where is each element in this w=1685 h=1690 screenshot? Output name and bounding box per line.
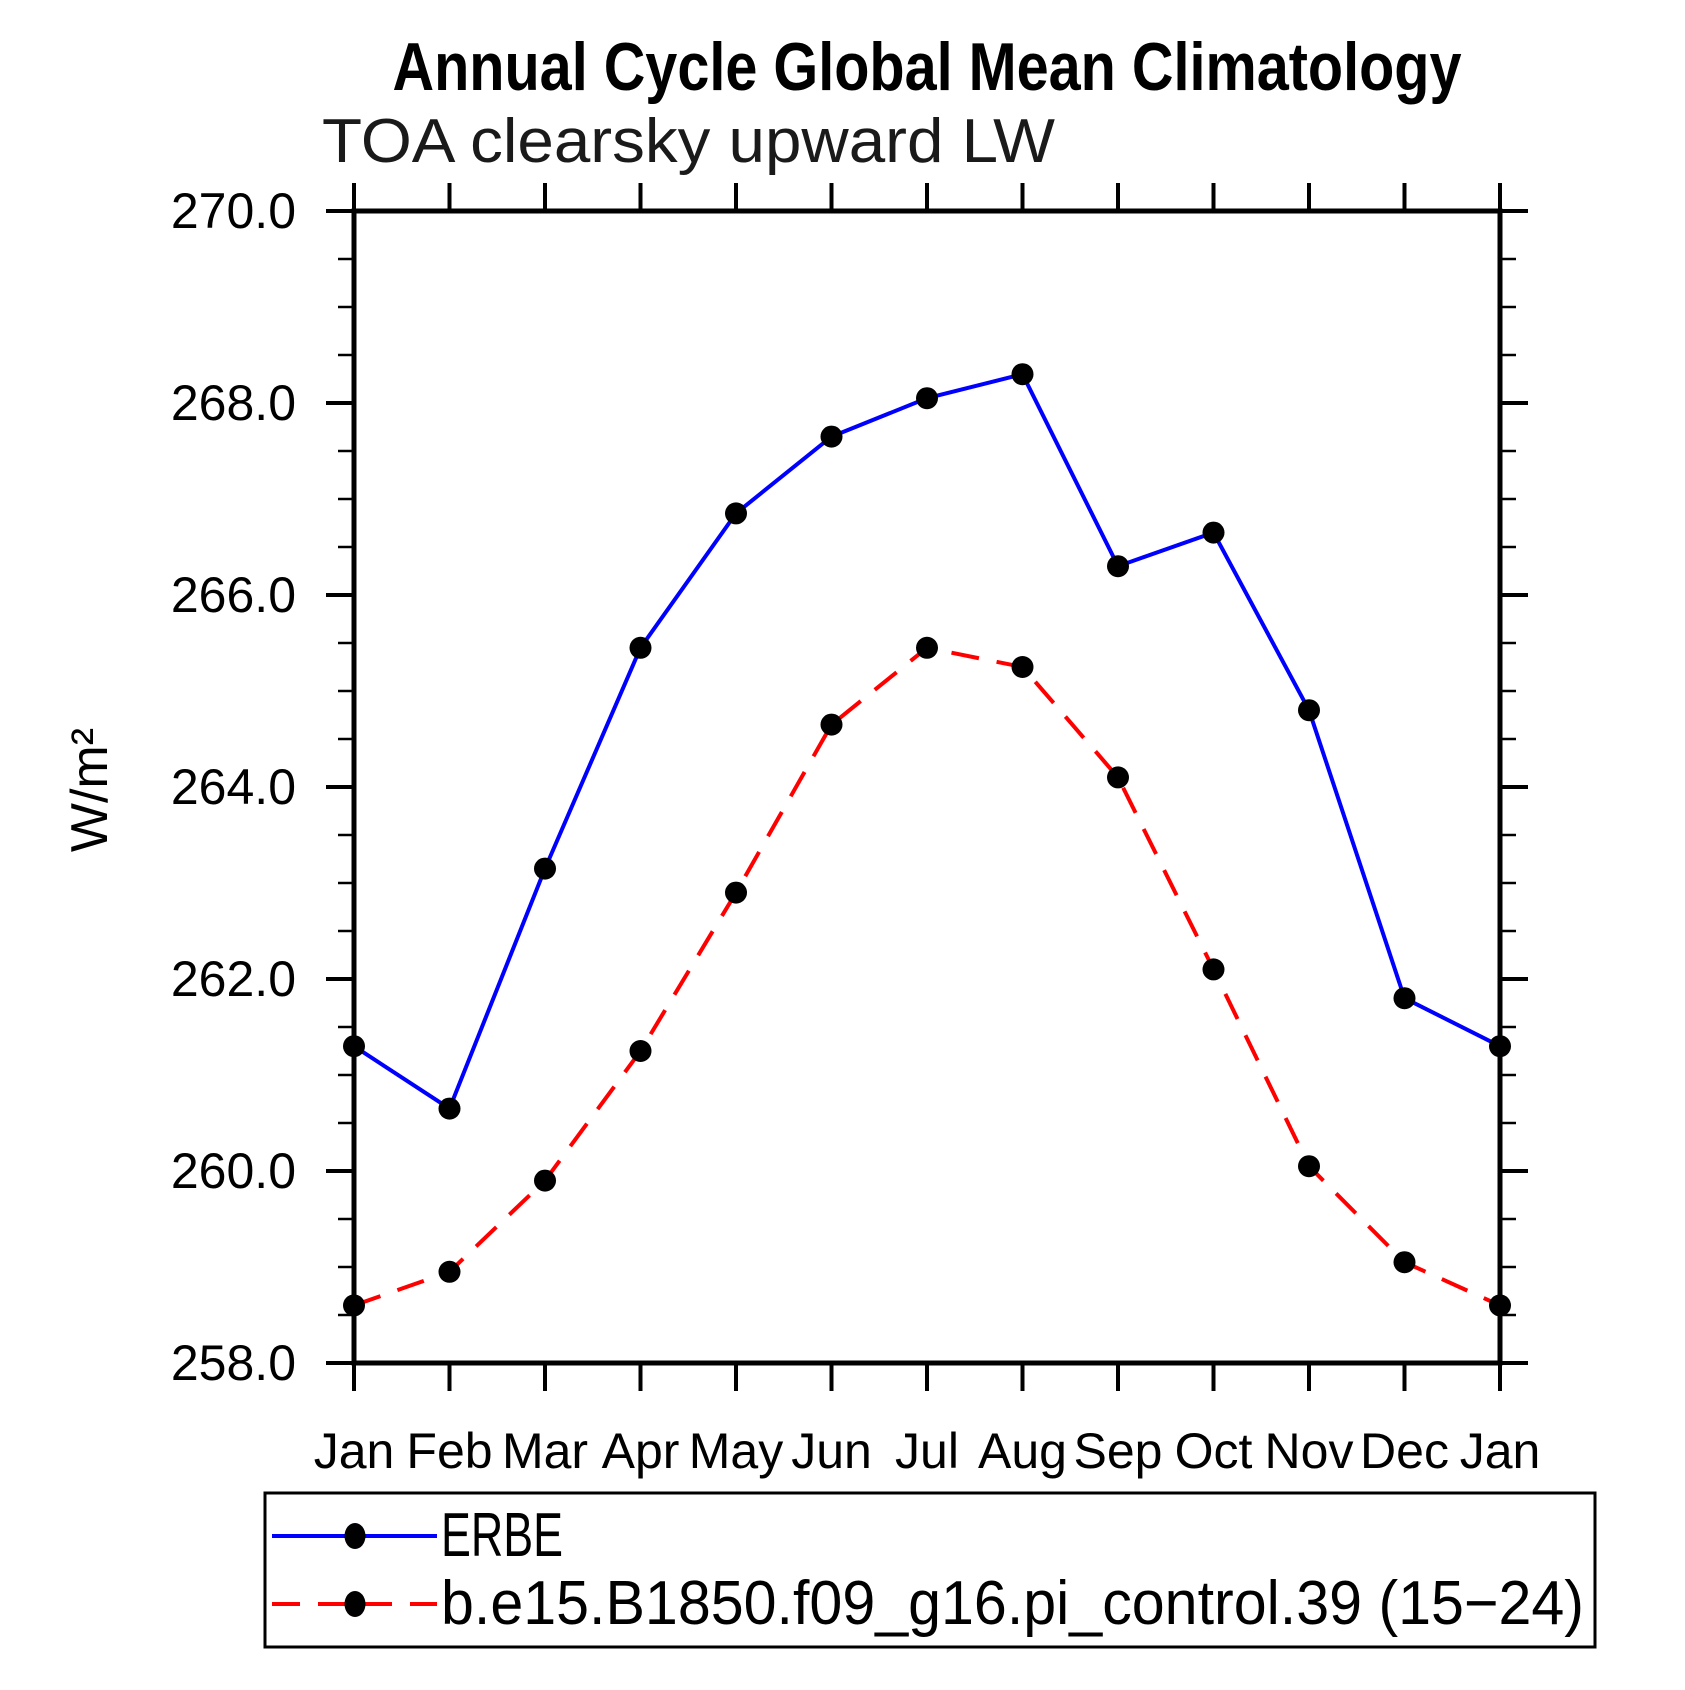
x-axis-tick-label: Apr (602, 1423, 680, 1479)
x-axis-tick-label: Oct (1175, 1423, 1253, 1479)
data-point-marker (820, 713, 843, 736)
y-axis-tick-label: 258.0 (171, 1335, 296, 1391)
axes: Jan Feb Mar Apr May Jun Jul Aug Sep Oct Nov Dec Jan2… (171, 183, 1540, 1479)
data-point-marker (916, 387, 938, 410)
data-point-marker (629, 1040, 652, 1062)
x-axis-tick-label: Sep (1074, 1423, 1163, 1479)
data-point-marker (1489, 1035, 1511, 1058)
y-axis-tick-label: 270.0 (171, 183, 296, 239)
plot-series (343, 363, 1511, 1317)
data-point-marker (1489, 1294, 1511, 1317)
x-axis-tick-label: Nov (1265, 1423, 1354, 1479)
data-point-marker (343, 1294, 365, 1317)
legend-marker (344, 1523, 366, 1549)
series-line (352, 371, 1501, 1112)
x-axis-tick-label: Jun (791, 1423, 872, 1479)
y-axis-tick-label: 264.0 (171, 759, 296, 815)
x-axis-tick-label: Aug (978, 1423, 1067, 1479)
data-point-marker (438, 1260, 461, 1283)
data-point-marker (1202, 521, 1225, 544)
x-axis-tick-label: Jul (895, 1423, 959, 1479)
y-axis-tick-label: 262.0 (171, 951, 296, 1007)
x-axis-tick-label: Mar (502, 1423, 588, 1479)
x-axis-tick-label: Jan (314, 1423, 395, 1479)
data-point-marker (1011, 363, 1034, 386)
y-axis-tick-label: 268.0 (171, 375, 296, 431)
data-point-marker (820, 425, 843, 448)
chart-title: Annual Cycle Global Mean Climatology (393, 29, 1462, 105)
data-point-marker (725, 881, 747, 904)
x-axis-tick-label: Jan (1460, 1423, 1541, 1479)
data-point-marker (1298, 1155, 1320, 1178)
series-line (353, 645, 1501, 1308)
data-point-marker (438, 1097, 461, 1120)
legend-label: ERBE (441, 1501, 563, 1570)
data-point-marker (1393, 1251, 1416, 1274)
data-point-marker (1393, 987, 1416, 1010)
data-point-marker (534, 857, 556, 880)
data-point-marker (1011, 656, 1034, 678)
plot-border (351, 208, 1503, 1366)
data-point-marker (916, 636, 938, 659)
y-axis-tick-label: 266.0 (171, 567, 296, 623)
data-point-marker (343, 1035, 365, 1058)
x-axis-tick-label: May (689, 1423, 783, 1479)
x-axis-tick-label: Dec (1360, 1423, 1449, 1479)
data-point-marker (534, 1169, 556, 1192)
data-point-marker (1202, 958, 1225, 981)
data-point-marker (1298, 699, 1320, 722)
legend-label: b.e15.B1850.f09_g16.pi_control.39 (15−24… (441, 1569, 1584, 1638)
chart-subtitle: TOA clearsky upward LW (322, 107, 1056, 176)
x-axis-tick-label: Feb (406, 1423, 492, 1479)
y-axis-tick-label: 260.0 (171, 1143, 296, 1199)
data-point-marker (1107, 766, 1129, 789)
y-axis-label: W/m² (61, 728, 119, 852)
data-point-marker (1107, 555, 1129, 578)
legend-box (263, 1491, 1597, 1649)
legend-marker (344, 1591, 366, 1617)
data-point-marker (629, 636, 652, 659)
data-point-marker (725, 502, 747, 525)
